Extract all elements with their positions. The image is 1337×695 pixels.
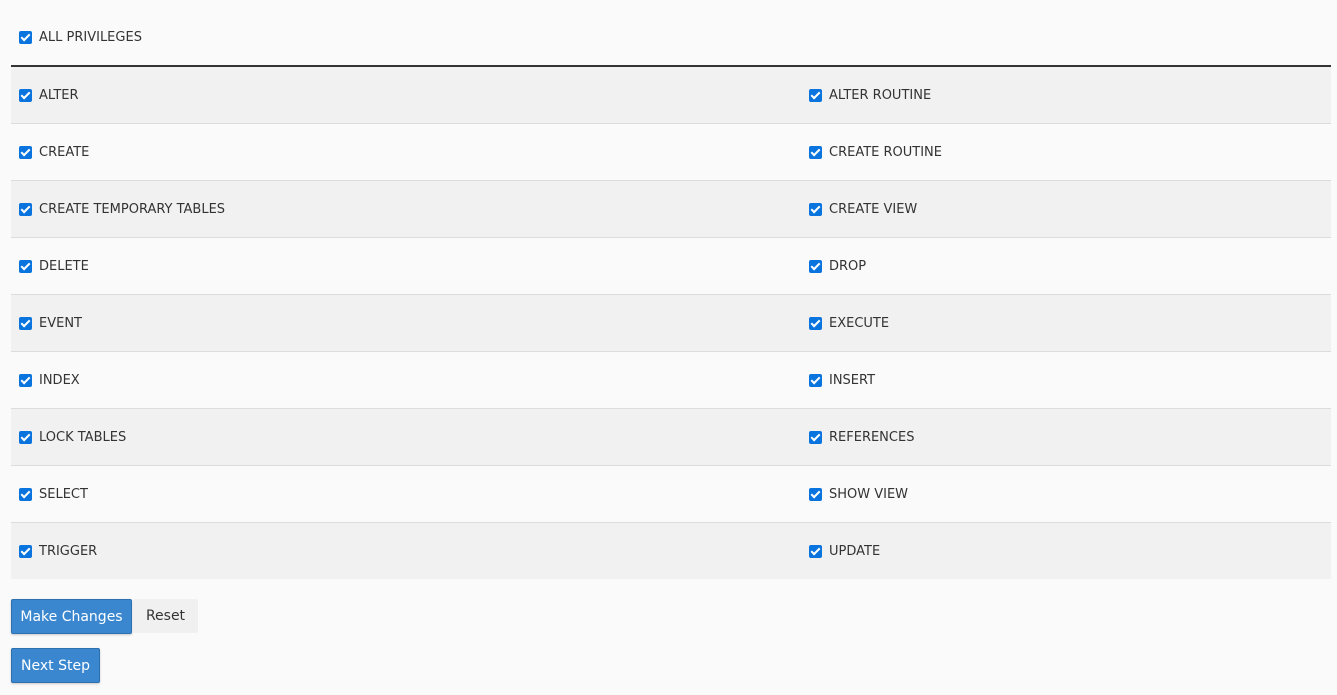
privilege-item[interactable]: CREATE	[19, 145, 89, 160]
reset-button[interactable]: Reset	[133, 599, 198, 633]
privilege-label: ALTER	[39, 87, 79, 103]
privilege-item[interactable]: INDEX	[19, 373, 80, 388]
privilege-label: CREATE VIEW	[829, 201, 918, 217]
privilege-checkbox[interactable]	[19, 316, 32, 330]
privilege-checkbox[interactable]	[809, 316, 822, 330]
privilege-item[interactable]: CREATE ROUTINE	[809, 145, 942, 160]
privilege-item[interactable]: CREATE TEMPORARY TABLES	[19, 202, 225, 217]
privilege-item[interactable]: SHOW VIEW	[809, 487, 908, 502]
privilege-label: SHOW VIEW	[829, 486, 909, 502]
privileges-table: ALTER ALTER ROUTINE CREATE CREATE ROUTINE CR…	[11, 65, 1331, 579]
privilege-checkbox[interactable]	[19, 259, 32, 273]
privilege-row: ALTER ALTER ROUTINE	[11, 67, 1331, 124]
privilege-item[interactable]: UPDATE	[809, 544, 880, 559]
all-privileges-label: ALL PRIVILEGES	[39, 30, 142, 45]
privilege-row: SELECT SHOW VIEW	[11, 466, 1331, 523]
privilege-label: CREATE	[39, 144, 90, 160]
privilege-checkbox[interactable]	[809, 259, 822, 273]
privilege-label: CREATE TEMPORARY TABLES	[39, 201, 226, 217]
privilege-checkbox[interactable]	[19, 145, 32, 159]
privilege-row: CREATE CREATE ROUTINE	[11, 124, 1331, 181]
privilege-checkbox[interactable]	[809, 145, 822, 159]
privilege-checkbox[interactable]	[19, 430, 32, 444]
privilege-row: LOCK TABLES REFERENCES	[11, 409, 1331, 466]
privilege-item[interactable]: ALTER	[19, 88, 79, 103]
privilege-label: DROP	[829, 258, 867, 274]
privilege-checkbox[interactable]	[19, 88, 32, 102]
privilege-item[interactable]: DROP	[809, 259, 866, 274]
all-privileges[interactable]: ALL PRIVILEGES	[19, 30, 142, 45]
privilege-checkbox[interactable]	[809, 202, 822, 216]
privilege-row: DELETE DROP	[11, 238, 1331, 295]
privilege-item[interactable]: CREATE VIEW	[809, 202, 917, 217]
privilege-checkbox[interactable]	[809, 88, 822, 102]
privilege-label: LOCK TABLES	[39, 429, 127, 445]
privilege-label: ALTER ROUTINE	[829, 87, 932, 103]
privilege-item[interactable]: DELETE	[19, 259, 89, 274]
privilege-checkbox[interactable]	[19, 202, 32, 216]
privilege-label: UPDATE	[829, 543, 881, 559]
privilege-checkbox[interactable]	[19, 487, 32, 501]
privilege-row: CREATE TEMPORARY TABLES CREATE VIEW	[11, 181, 1331, 238]
privilege-item[interactable]: TRIGGER	[19, 544, 97, 559]
make-changes-button[interactable]: Make Changes	[11, 599, 132, 634]
all-privileges-checkbox[interactable]	[19, 31, 32, 44]
privilege-label: INSERT	[829, 372, 876, 388]
privilege-label: REFERENCES	[829, 429, 915, 445]
privilege-label: EXECUTE	[829, 315, 890, 331]
privilege-checkbox[interactable]	[809, 430, 822, 444]
privilege-checkbox[interactable]	[19, 544, 32, 558]
privilege-item[interactable]: EXECUTE	[809, 316, 889, 331]
privilege-row: TRIGGER UPDATE	[11, 523, 1331, 579]
privilege-item[interactable]: REFERENCES	[809, 430, 914, 445]
next-step-button[interactable]: Next Step	[11, 648, 100, 683]
privilege-checkbox[interactable]	[809, 544, 822, 558]
privilege-label: EVENT	[39, 315, 82, 331]
privilege-row: EVENT EXECUTE	[11, 295, 1331, 352]
privilege-item[interactable]: SELECT	[19, 487, 88, 502]
privilege-item[interactable]: LOCK TABLES	[19, 430, 126, 445]
privilege-checkbox[interactable]	[809, 373, 822, 387]
privilege-row: INDEX INSERT	[11, 352, 1331, 409]
privilege-label: TRIGGER	[39, 543, 98, 559]
privilege-item[interactable]: INSERT	[809, 373, 875, 388]
privilege-item[interactable]: ALTER ROUTINE	[809, 88, 931, 103]
privilege-item[interactable]: EVENT	[19, 316, 82, 331]
privilege-label: DELETE	[39, 258, 89, 274]
privilege-checkbox[interactable]	[809, 487, 822, 501]
privilege-checkbox[interactable]	[19, 373, 32, 387]
privilege-label: CREATE ROUTINE	[829, 144, 942, 160]
privilege-label: SELECT	[39, 486, 88, 502]
privilege-label: INDEX	[39, 372, 80, 388]
